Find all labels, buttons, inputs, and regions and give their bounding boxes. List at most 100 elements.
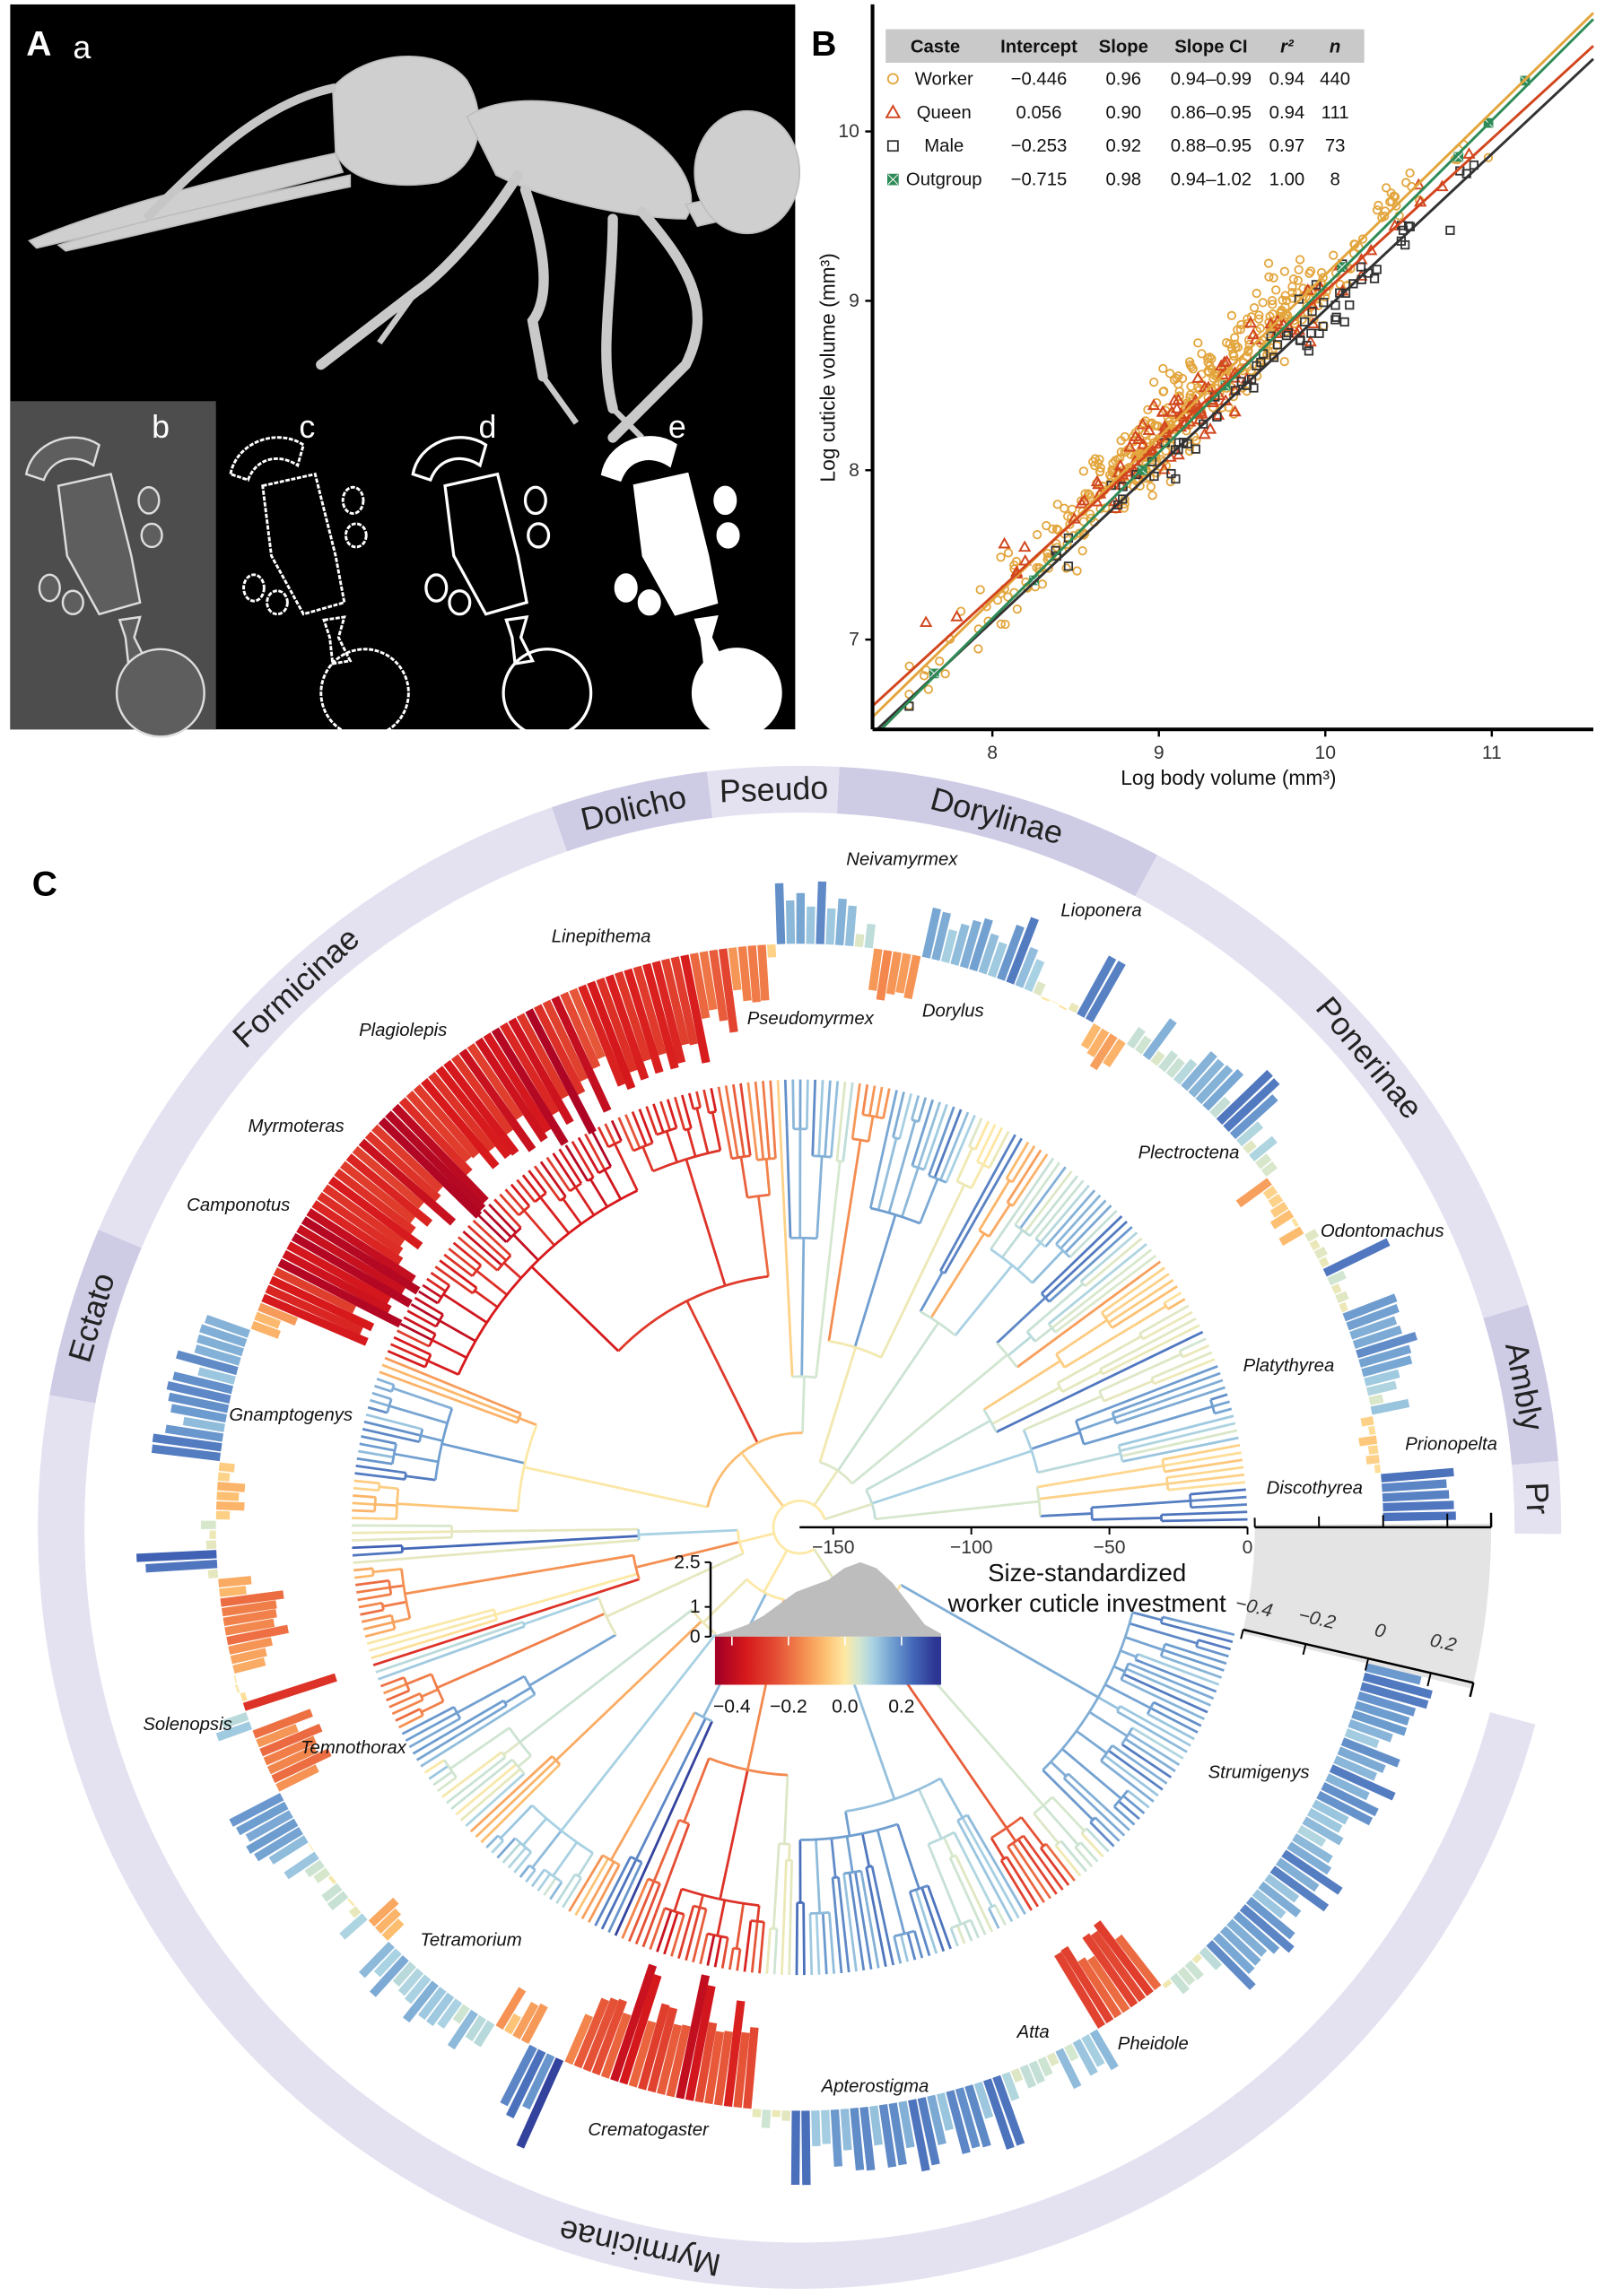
trait-bar: [709, 949, 728, 1022]
tree-branch: [842, 1082, 854, 1162]
queen-point: [998, 536, 1011, 549]
tree-branch: [1078, 1416, 1115, 1431]
tree-branch: [879, 1184, 966, 1359]
tree-branch: [471, 1264, 483, 1277]
male-point: [1372, 265, 1382, 274]
tree-branch: [439, 1259, 478, 1290]
trait-bar: [978, 933, 999, 975]
tree-branch: [475, 1759, 557, 1839]
tree-branch: [686, 1128, 697, 1157]
genus-label: Lioponera: [1060, 900, 1141, 920]
tree-branch: [1111, 1744, 1168, 1785]
tree-branch: [1098, 1352, 1182, 1393]
tree-branch: [1006, 1177, 1014, 1184]
trait-bar: [1364, 1369, 1400, 1387]
tree-branch: [477, 1213, 508, 1243]
tree-branch: [420, 1742, 458, 1768]
trait-bar: [1082, 1933, 1138, 2008]
table-cell: 8: [1330, 170, 1339, 190]
worker-point: [1147, 491, 1157, 500]
tree-branch: [1094, 1816, 1121, 1842]
tree-branch: [421, 1700, 444, 1714]
trait-bars: [136, 881, 1456, 2186]
tree-branch: [1134, 1658, 1217, 1693]
tree-branch: [392, 1387, 453, 1410]
tree-branch: [1037, 1455, 1109, 1474]
worker-point: [886, 73, 899, 85]
tree-branch: [594, 1856, 632, 1926]
tree-branch: [685, 1300, 759, 1444]
worker-point: [1293, 275, 1303, 285]
trait-bar: [1313, 1246, 1328, 1259]
tree-branch: [468, 1578, 640, 1636]
worker-point: [1061, 563, 1071, 573]
trait-bar: [747, 945, 761, 1003]
worker-point: [1271, 285, 1281, 295]
tree-branch: [928, 1831, 955, 1846]
tree-branch: [1132, 1611, 1163, 1622]
tree-branch: [390, 1614, 397, 1630]
worker-point: [1254, 314, 1264, 324]
tree-branch: [1079, 1231, 1138, 1283]
trait-bar: [339, 1161, 416, 1224]
trait-bar: [1165, 1057, 1185, 1079]
trait-bar: [1054, 1952, 1106, 2029]
trait-bar: [1236, 1121, 1264, 1147]
tree-branch: [379, 1370, 519, 1424]
table-cell: −0.715: [1011, 170, 1068, 190]
queen-point: [1243, 316, 1258, 328]
male-point: [1356, 262, 1366, 272]
trait-bar: [458, 1048, 536, 1152]
tree-branch: [1191, 1495, 1247, 1502]
tree-branch: [391, 1699, 423, 1716]
tree-branch: [850, 1353, 1008, 1485]
axis-ticks: 8 9 10 11 7 8 9 10: [838, 121, 1501, 763]
table-cell: Male: [924, 136, 964, 156]
worker-point: [1264, 272, 1274, 282]
worker-point: [1346, 264, 1356, 274]
tree-branch: [1015, 1157, 1055, 1213]
tree-branch: [970, 1163, 985, 1189]
male-point: [1445, 225, 1455, 235]
trait-bar: [204, 1315, 251, 1338]
trait-bar: [1243, 1140, 1257, 1154]
tree-branch: [353, 1567, 373, 1572]
trait-bar: [421, 1078, 500, 1170]
trait-bar: [222, 1609, 277, 1627]
male-point: [1236, 377, 1246, 387]
trait-bar: [221, 1712, 249, 1729]
tree-branch: [899, 1934, 910, 1962]
worker-point: [1249, 302, 1260, 313]
tree-branch: [518, 1416, 537, 1427]
tree-branch: [373, 1497, 378, 1512]
tree-branch: [441, 1751, 502, 1798]
tree-branch: [1062, 1772, 1069, 1779]
tree-branch: [955, 1925, 966, 1944]
tree-branch: [450, 1758, 513, 1810]
tree-branch: [1121, 1429, 1238, 1457]
trait-bar: [1302, 1816, 1344, 1846]
tree-branch: [963, 1922, 973, 1942]
trait-bar: [347, 1898, 355, 1907]
trait-bar: [1269, 1866, 1330, 1912]
worker-point: [1060, 503, 1069, 513]
trait-bar: [256, 1724, 299, 1748]
tree-branch: [555, 1874, 577, 1905]
trait-bar: [694, 2022, 718, 2103]
tree-branch: [1067, 1772, 1130, 1831]
panel-label-c: C: [32, 865, 57, 904]
queen-point: [1136, 437, 1150, 449]
tree-branch: [552, 1152, 577, 1188]
trait-bar: [1181, 1051, 1217, 1091]
tree-branch: [533, 1165, 562, 1202]
trait-bar: [443, 1059, 519, 1156]
tree-branch: [372, 1632, 470, 1666]
table-cell: 0.97: [1269, 136, 1305, 156]
genus-label: Tetramorium: [420, 1931, 521, 1951]
trait-bar: [220, 1590, 284, 1607]
tree-branch: [388, 1580, 393, 1595]
tree-branch: [357, 1593, 392, 1602]
tree-branch: [978, 1229, 990, 1238]
y-tick-label: 8: [849, 460, 859, 481]
tree-branch: [1026, 1283, 1084, 1333]
